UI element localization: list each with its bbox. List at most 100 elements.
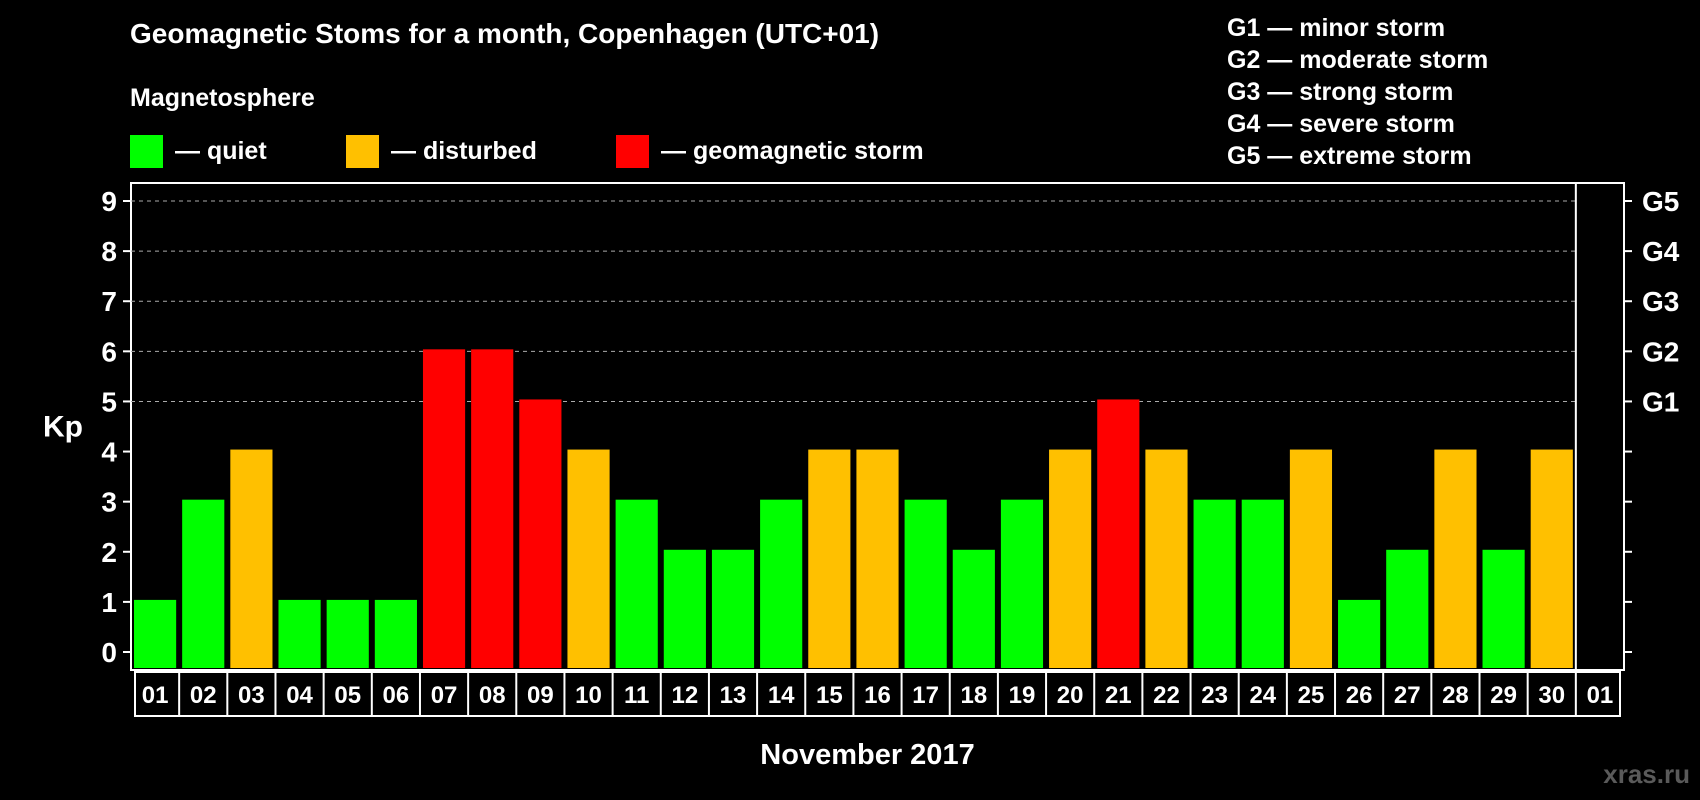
bar-day-05-4 (326, 599, 369, 668)
legend-swatch-disturbed (346, 134, 379, 168)
right-axis-label-g2: G2 (1642, 336, 1679, 367)
legend-item-disturbed: — disturbed (346, 134, 537, 168)
x-tick-label-09-8: 09 (527, 682, 554, 709)
y-tick-label-3: 3 (101, 487, 117, 518)
y-tick-label-9: 9 (101, 186, 117, 217)
bar-day-15-14 (808, 449, 851, 668)
x-tick-label-01-30: 01 (1587, 682, 1614, 709)
storm-scale-g4: G4 — severe storm (1227, 110, 1455, 138)
bar-day-17-16 (904, 499, 947, 668)
x-tick-label-05-4: 05 (334, 682, 361, 709)
legend-swatch-quiet (130, 134, 163, 168)
bar-day-30-29 (1530, 449, 1573, 668)
x-tick-label-27-26: 27 (1394, 682, 1421, 709)
y-tick-label-4: 4 (101, 437, 117, 468)
x-tick-label-18-17: 18 (960, 682, 987, 709)
right-axis-label-g1: G1 (1642, 386, 1679, 417)
x-tick-label-13-12: 13 (720, 682, 747, 709)
legend-label-storm: — geomagnetic storm (661, 136, 924, 165)
storm-scale-g2: G2 — moderate storm (1227, 46, 1489, 74)
x-tick-label-20-19: 20 (1057, 682, 1084, 709)
x-tick-label-30-29: 30 (1538, 682, 1565, 709)
bar-day-09-8 (519, 399, 562, 668)
watermark: xras.ru (1603, 759, 1690, 789)
y-tick-label-0: 0 (101, 637, 117, 668)
x-tick-label-07-6: 07 (431, 682, 458, 709)
storm-scale-list: G1 — minor storm G2 — moderate storm G3 … (1227, 12, 1488, 172)
x-tick-label-10-9: 10 (575, 682, 602, 709)
x-tick-label-28-27: 28 (1442, 682, 1469, 709)
legend-item-storm: — geomagnetic storm (616, 134, 924, 168)
bar-day-06-5 (374, 599, 417, 668)
y-tick-label-6: 6 (101, 336, 117, 367)
y-tick-label-1: 1 (101, 587, 117, 618)
x-tick-label-16-15: 16 (864, 682, 891, 709)
x-tick-label-25-24: 25 (1298, 682, 1325, 709)
right-axis-label-g4: G4 (1642, 236, 1680, 267)
x-tick-label-12-11: 12 (672, 682, 699, 709)
plot-frame (130, 182, 1625, 671)
x-tick-label-22-21: 22 (1153, 682, 1180, 709)
bar-day-19-18 (1000, 499, 1044, 668)
bar-day-26-25 (1338, 599, 1381, 668)
bar-day-24-23 (1241, 499, 1284, 668)
bar-day-18-17 (952, 549, 995, 668)
y-tick-label-2: 2 (101, 537, 117, 568)
x-tick-label-03-2: 03 (238, 682, 265, 709)
x-tick-label-11-10: 11 (624, 682, 649, 709)
x-tick-label-08-7: 08 (479, 682, 506, 709)
bar-day-11-10 (615, 499, 658, 668)
bar-day-07-6 (422, 349, 466, 668)
storm-scale-g1: G1 — minor storm (1227, 14, 1446, 42)
right-axis-label-g5: G5 (1642, 186, 1679, 217)
bar-day-25-24 (1289, 449, 1333, 668)
bar-day-27-26 (1386, 549, 1429, 668)
x-tick-label-14-13: 14 (768, 682, 795, 709)
x-tick-label-21-20: 21 (1105, 682, 1132, 709)
legend-label-quiet: — quiet (175, 136, 267, 165)
bar-day-13-12 (711, 549, 755, 668)
x-tick-label-04-3: 04 (286, 682, 313, 709)
legend-item-quiet: — quiet (130, 134, 267, 168)
x-tick-label-23-22: 23 (1201, 682, 1228, 709)
legend-swatch-storm (616, 134, 649, 168)
y-tick-label-7: 7 (101, 286, 117, 317)
x-tick-label-24-23: 24 (1249, 682, 1276, 709)
x-tick-label-29-28: 29 (1490, 682, 1517, 709)
bar-day-29-28 (1482, 549, 1525, 668)
legend-label-disturbed: — disturbed (391, 136, 537, 165)
bar-day-20-19 (1049, 449, 1092, 668)
bar-day-08-7 (471, 349, 514, 668)
bar-day-01-0 (134, 599, 177, 668)
x-tick-label-26-25: 26 (1346, 682, 1373, 709)
x-tick-label-01-0: 01 (142, 682, 169, 709)
y-tick-label-5: 5 (101, 386, 117, 417)
bar-day-10-9 (567, 449, 610, 668)
x-tick-label-02-1: 02 (190, 682, 217, 709)
bar-day-12-11 (663, 549, 706, 668)
bar-day-21-20 (1097, 399, 1140, 668)
bar-day-28-27 (1434, 449, 1477, 668)
right-axis-label-g3: G3 (1642, 286, 1679, 317)
storm-scale-g3: G3 — strong storm (1227, 78, 1454, 106)
bar-day-03-2 (230, 449, 273, 668)
bar-day-02-1 (182, 499, 225, 668)
bar-day-22-21 (1145, 449, 1188, 668)
legend-heading: Magnetosphere (130, 84, 315, 112)
x-axis-label: November 2017 (760, 739, 974, 771)
y-tick-label-8: 8 (101, 236, 117, 267)
day-label-row (134, 671, 1621, 717)
bar-day-14-13 (760, 499, 803, 668)
y-axis-label: Kp (43, 411, 83, 444)
bar-day-04-3 (278, 599, 321, 668)
x-tick-label-15-14: 15 (816, 682, 843, 709)
storm-scale-g5: G5 — extreme storm (1227, 142, 1472, 170)
bar-day-23-22 (1193, 499, 1236, 668)
x-tick-label-06-5: 06 (383, 682, 410, 709)
x-tick-label-17-16: 17 (912, 682, 939, 709)
bar-day-16-15 (856, 449, 899, 668)
chart-title: Geomagnetic Stoms for a month, Copenhage… (130, 18, 880, 49)
x-tick-label-19-18: 19 (1009, 682, 1036, 709)
